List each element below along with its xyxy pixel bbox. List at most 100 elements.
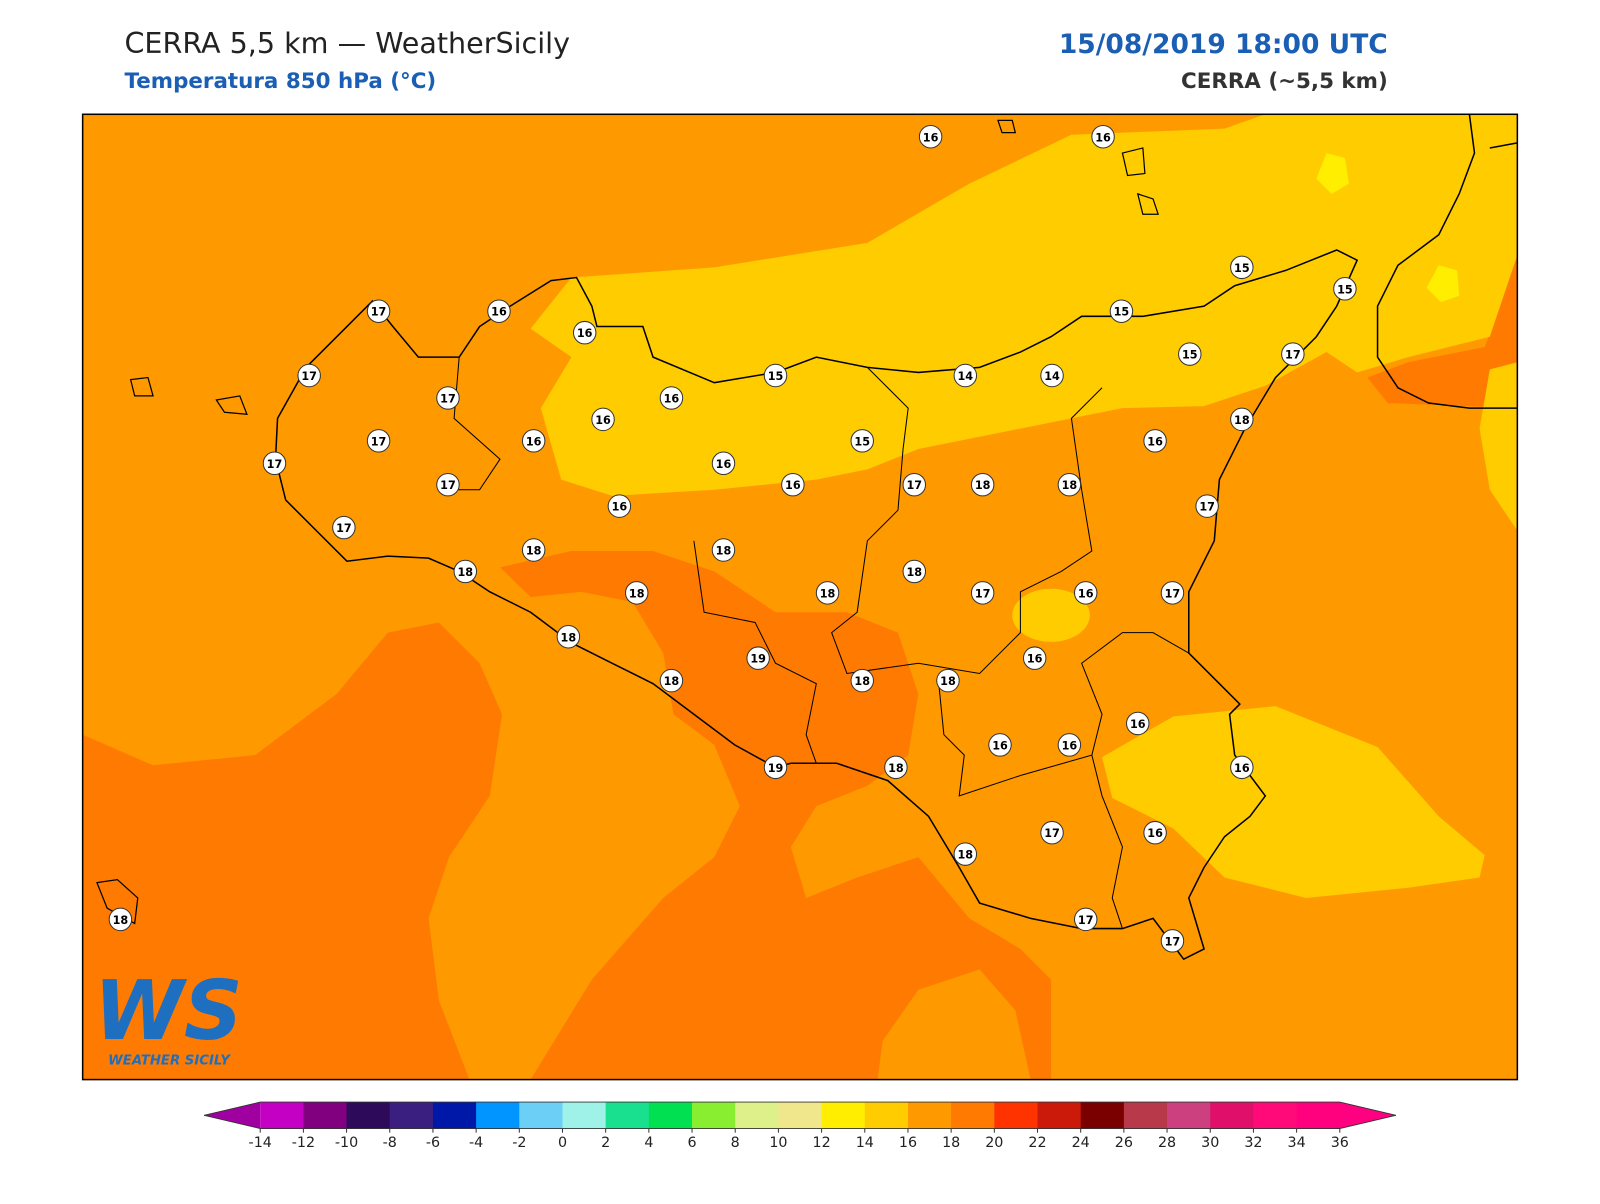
subtitle: Temperatura 850 hPa (°C)	[124, 69, 436, 94]
station-marker	[332, 515, 356, 540]
station-value: 16	[1095, 131, 1111, 144]
colorbar-tick-label: -8	[383, 1135, 397, 1151]
station-value: 16	[664, 392, 680, 405]
station-value: 15	[1182, 349, 1198, 362]
station-value: 18	[629, 587, 645, 600]
station-value: 17	[301, 370, 317, 383]
colorbar-tick-label: 22	[1028, 1135, 1046, 1151]
station-marker	[1160, 929, 1185, 953]
colorbar-tick-label: 36	[1331, 1135, 1349, 1151]
cold-spot	[1316, 153, 1460, 303]
station-value: 17	[975, 587, 991, 600]
station-marker	[366, 299, 391, 323]
station-marker	[988, 733, 1012, 757]
station-marker	[970, 472, 995, 497]
station-marker	[1040, 820, 1064, 845]
cool-area	[1102, 706, 1485, 898]
station-value: 16	[1147, 827, 1163, 840]
colorbar-tick-label: 20	[985, 1135, 1003, 1151]
stations: 16 16 15 15 17 16 16 15 17 17 16 15 14 14 15 17 16 18 17 16…	[108, 125, 1357, 953]
colorbar-segment	[648, 1102, 693, 1129]
station-marker	[763, 363, 788, 388]
colorbar-segment	[1123, 1102, 1168, 1129]
station-marker	[591, 407, 615, 432]
station-marker	[659, 668, 684, 693]
colorbar-segment	[260, 1102, 304, 1129]
station-value: 16	[1078, 587, 1094, 600]
colorbar-tick-label: 12	[813, 1135, 831, 1151]
station-marker	[453, 559, 478, 584]
station-value: 16	[595, 414, 611, 427]
colorbar-segment	[389, 1102, 434, 1129]
logo-text: WEATHER SICILY	[108, 1053, 231, 1068]
station-value: 16	[577, 327, 593, 340]
station-marker	[521, 429, 546, 453]
station-marker	[262, 451, 287, 475]
colorbar-tick-label: -14	[249, 1135, 272, 1151]
station-marker	[1230, 755, 1254, 780]
station-value: 16	[526, 435, 542, 448]
colorbar-tick-label: 8	[731, 1135, 740, 1151]
station-marker	[850, 429, 874, 453]
colorbar-tick-label: 18	[942, 1135, 960, 1151]
station-marker	[297, 363, 321, 388]
station-value: 16	[785, 479, 801, 492]
station-marker	[711, 451, 736, 475]
station-value: 16	[1062, 739, 1078, 752]
station-marker	[1230, 407, 1254, 432]
station-value: 18	[854, 675, 870, 688]
colorbar-tick-label: 4	[644, 1135, 653, 1151]
station-marker	[1160, 581, 1185, 605]
station-marker	[1230, 255, 1254, 280]
cool-area	[530, 114, 1518, 496]
station-marker	[436, 386, 460, 410]
station-value: 18	[888, 762, 904, 775]
station-marker	[902, 559, 927, 584]
station-marker	[108, 907, 133, 932]
colorbar-tick-label: 34	[1288, 1135, 1306, 1151]
field	[82, 114, 1518, 1080]
station-marker	[1073, 581, 1098, 605]
cool-area	[1012, 588, 1090, 642]
colorbar-segment	[1296, 1102, 1341, 1129]
station-marker	[625, 581, 649, 605]
station-value: 18	[664, 675, 680, 688]
station-value: 17	[440, 392, 456, 405]
colorbar-tick-label: 26	[1115, 1135, 1133, 1151]
colorbar-segment	[562, 1102, 607, 1129]
station-value: 16	[992, 739, 1008, 752]
station-marker	[1109, 299, 1134, 323]
station-marker	[1057, 733, 1082, 757]
station-value: 18	[526, 545, 542, 558]
station-value: 18	[1062, 479, 1078, 492]
station-marker	[556, 625, 581, 649]
station-marker	[1281, 342, 1305, 366]
station-marker	[487, 299, 511, 323]
station-value: 17	[336, 522, 352, 535]
station-value: 18	[716, 545, 732, 558]
station-marker	[902, 472, 927, 497]
station-value: 18	[940, 675, 956, 688]
station-value: 15	[768, 370, 784, 383]
station-value: 17	[1285, 349, 1301, 362]
warm-area	[1367, 255, 1518, 409]
station-value: 16	[923, 131, 939, 144]
cool-area	[1479, 362, 1518, 531]
model: CERRA (~5,5 km)	[1181, 69, 1388, 94]
station-marker	[850, 668, 874, 693]
station-value: 15	[1337, 283, 1353, 296]
colorbar-tick-label: 24	[1072, 1135, 1090, 1151]
station-value: 17	[371, 306, 387, 319]
station-value: 18	[457, 566, 473, 579]
station-marker	[659, 386, 684, 410]
station-marker	[936, 668, 960, 693]
station-value: 16	[491, 306, 507, 319]
station-value: 16	[1147, 435, 1163, 448]
colorbar-segment	[519, 1102, 563, 1129]
colorbar: -14 -12 -10 -8 -6 -4 -2 0 2 4 6 8 10 12 14 16 18 20 22 24 26…	[203, 1101, 1397, 1151]
station-value: 16	[1027, 653, 1043, 666]
station-marker	[1178, 342, 1202, 366]
station-value: 17	[371, 435, 387, 448]
